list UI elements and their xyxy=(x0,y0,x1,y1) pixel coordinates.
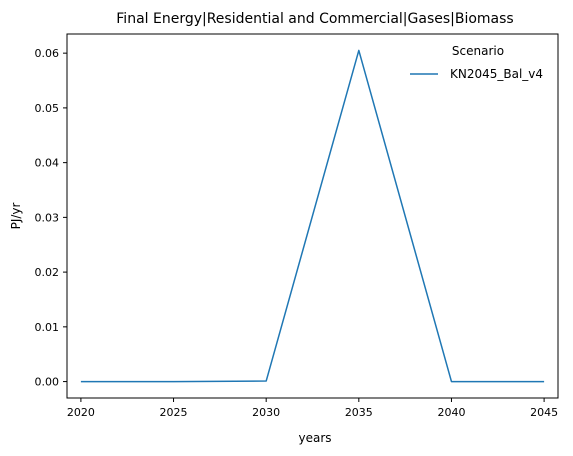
x-tick-label: 2035 xyxy=(345,406,373,419)
x-axis-label: years xyxy=(298,431,331,445)
y-tick-label: 0.05 xyxy=(35,102,60,115)
y-axis: 0.00 0.01 0.02 0.03 0.04 0.05 0.06 xyxy=(35,47,67,389)
chart-title: Final Energy|Residential and Commercial|… xyxy=(116,11,513,27)
plot-frame xyxy=(66,33,559,399)
y-tick-label: 0.01 xyxy=(35,321,60,334)
x-tick-label: 2025 xyxy=(160,406,188,419)
x-axis: 2020 2025 2030 2035 2040 2045 xyxy=(67,398,558,419)
y-tick-label: 0.00 xyxy=(35,376,60,389)
x-tick-label: 2030 xyxy=(252,406,280,419)
x-tick-label: 2045 xyxy=(530,406,558,419)
y-tick-label: 0.03 xyxy=(35,211,60,224)
x-tick-label: 2040 xyxy=(437,406,465,419)
x-tick-label: 2020 xyxy=(67,406,95,419)
legend-label-kn2045-bal-v4: KN2045_Bal_v4 xyxy=(450,67,543,81)
plot-area: 2020 2025 2030 2035 2040 2045 0.000.010.020.0… xyxy=(35,33,559,419)
legend: Scenario KN2045_Bal_v4 xyxy=(410,44,543,81)
y-tick-label: 0.06 xyxy=(35,47,60,60)
y-axis-label: PJ/yr xyxy=(9,203,23,230)
y-tick-label: 0.04 xyxy=(35,157,60,170)
y-tick-label: 0.02 xyxy=(35,266,60,279)
series-layer xyxy=(80,49,545,383)
legend-title: Scenario xyxy=(452,44,504,58)
series-line-kn2045-bal-v4 xyxy=(80,49,545,383)
